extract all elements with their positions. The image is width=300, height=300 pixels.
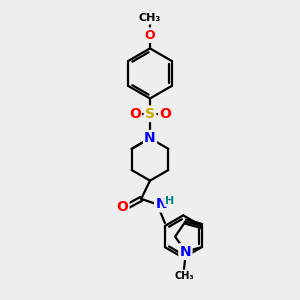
Text: S: S <box>145 107 155 121</box>
Text: CH₃: CH₃ <box>139 14 161 23</box>
Text: N: N <box>180 244 191 259</box>
Text: H: H <box>165 196 174 206</box>
Text: N: N <box>155 197 167 211</box>
Text: O: O <box>145 29 155 42</box>
Text: O: O <box>129 107 141 121</box>
Text: O: O <box>116 200 128 214</box>
Text: O: O <box>159 107 171 121</box>
Text: N: N <box>144 131 156 145</box>
Text: CH₃: CH₃ <box>174 271 194 281</box>
